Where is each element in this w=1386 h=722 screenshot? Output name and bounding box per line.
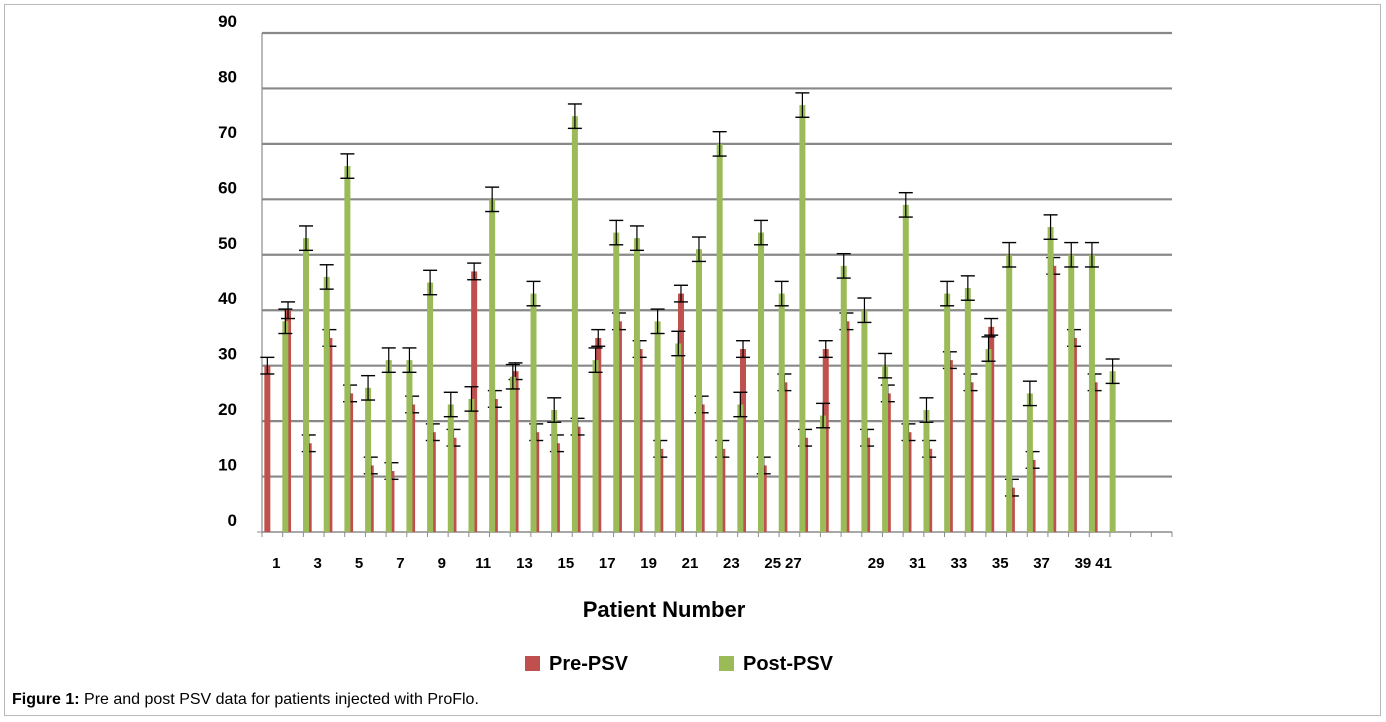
post-psv-bar-21 xyxy=(695,249,702,532)
legend-swatch-post-psv xyxy=(719,656,734,671)
y-tick-label-60: 60 xyxy=(218,178,237,197)
post-psv-bar-24 xyxy=(758,232,765,532)
post-psv-bar-38 xyxy=(1047,227,1054,533)
figure-caption: Figure 1: Pre and post PSV data for pati… xyxy=(12,691,479,709)
post-psv-bar-33 xyxy=(944,293,951,532)
figure-frame xyxy=(4,4,1381,716)
post-psv-bar-14 xyxy=(551,410,558,532)
x-tick-label-25: 25 xyxy=(764,555,781,572)
post-psv-bar-37 xyxy=(1026,393,1033,532)
x-tick-label-3: 3 xyxy=(314,555,322,572)
post-psv-bar-5 xyxy=(365,387,372,532)
x-tick-label-9: 9 xyxy=(438,555,446,572)
y-tick-label-90: 90 xyxy=(218,12,237,31)
post-psv-bar-35 xyxy=(985,349,992,532)
post-psv-bar-39 xyxy=(1068,254,1075,532)
post-psv-bar-41 xyxy=(1109,371,1116,532)
post-psv-bar-30 xyxy=(882,365,889,532)
post-psv-bar-20 xyxy=(675,343,682,532)
post-psv-bar-3 xyxy=(323,276,330,532)
post-psv-bar-26 xyxy=(799,105,806,533)
post-psv-bar-13 xyxy=(530,293,537,532)
post-psv-bar-28 xyxy=(840,265,847,532)
post-psv-bar-36 xyxy=(1006,254,1013,532)
post-psv-bar-6 xyxy=(385,360,392,532)
pre-psv-bar-1 xyxy=(264,365,271,532)
post-psv-bar-9 xyxy=(447,404,454,532)
y-tick-label-40: 40 xyxy=(218,289,237,308)
x-tick-label-15: 15 xyxy=(558,555,575,572)
post-psv-bar-22 xyxy=(716,143,723,532)
post-psv-bar-19 xyxy=(654,321,661,532)
post-psv-bar-32 xyxy=(923,410,930,532)
x-tick-label-39: 39 xyxy=(1075,555,1092,572)
x-tick-label-33: 33 xyxy=(950,555,967,572)
post-psv-bar-8 xyxy=(427,282,434,532)
legend-label-pre-psv: Pre-PSV xyxy=(549,653,629,675)
x-tick-label-31: 31 xyxy=(909,555,926,572)
post-psv-bar-10 xyxy=(468,398,475,532)
post-psv-bar-15 xyxy=(571,116,578,533)
y-tick-label-30: 30 xyxy=(218,345,237,364)
post-psv-bar-1 xyxy=(282,321,289,532)
y-tick-label-50: 50 xyxy=(218,234,237,253)
post-psv-bar-31 xyxy=(902,204,909,532)
x-tick-label-7: 7 xyxy=(396,555,404,572)
post-psv-bar-17 xyxy=(613,232,620,532)
x-tick-label-35: 35 xyxy=(992,555,1009,572)
x-tick-label-13: 13 xyxy=(516,555,533,572)
x-tick-label-29: 29 xyxy=(868,555,885,572)
x-tick-label-37: 37 xyxy=(1033,555,1050,572)
post-psv-bar-7 xyxy=(406,360,413,532)
x-tick-label-19: 19 xyxy=(640,555,657,572)
y-tick-label-10: 10 xyxy=(218,456,237,475)
post-psv-bar-34 xyxy=(964,288,971,532)
post-psv-bar-23 xyxy=(737,404,744,532)
x-tick-label-23: 23 xyxy=(723,555,740,572)
post-psv-bar-2 xyxy=(303,238,310,532)
post-psv-bar-11 xyxy=(489,199,496,533)
figure-caption-label: Figure 1: xyxy=(12,691,80,708)
x-tick-label-11: 11 xyxy=(475,555,491,572)
x-tick-label-21: 21 xyxy=(682,555,699,572)
post-psv-bar-27 xyxy=(820,415,827,532)
post-psv-bar-12 xyxy=(509,376,516,532)
figure-caption-text: Pre and post PSV data for patients injec… xyxy=(84,691,479,708)
x-tick-label-41: 41 xyxy=(1095,555,1112,572)
post-psv-bar-25 xyxy=(778,293,785,532)
y-tick-label-0: 0 xyxy=(228,511,237,530)
post-psv-bar-4 xyxy=(344,166,351,533)
post-psv-bar-40 xyxy=(1088,254,1095,532)
x-tick-label-1: 1 xyxy=(272,555,280,572)
y-tick-label-80: 80 xyxy=(218,67,237,86)
y-tick-label-20: 20 xyxy=(218,400,237,419)
post-psv-bar-16 xyxy=(592,360,599,532)
x-tick-label-27: 27 xyxy=(785,555,802,572)
legend-label-post-psv: Post-PSV xyxy=(743,653,834,675)
post-psv-bar-18 xyxy=(633,238,640,532)
x-tick-label-5: 5 xyxy=(355,555,363,572)
x-tick-label-17: 17 xyxy=(599,555,616,572)
legend-swatch-pre-psv xyxy=(525,656,540,671)
x-axis-label: Patient Number xyxy=(583,597,746,622)
post-psv-bar-29 xyxy=(861,310,868,532)
y-tick-label-70: 70 xyxy=(218,123,237,142)
